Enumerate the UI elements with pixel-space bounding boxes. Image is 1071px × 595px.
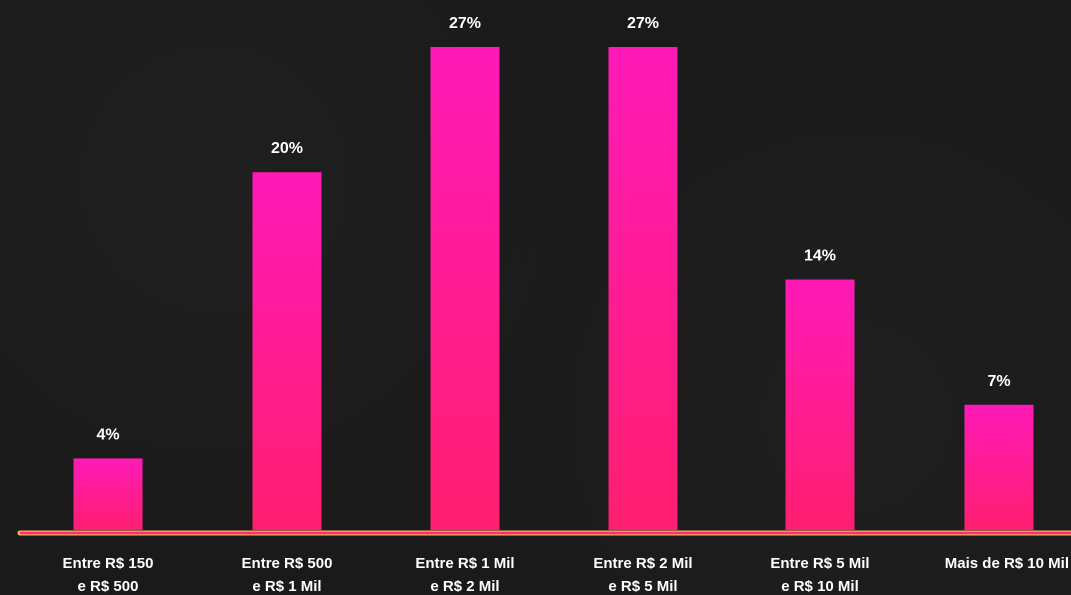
data-label-1: 20% xyxy=(271,140,303,157)
bar-4 xyxy=(785,279,855,530)
bar-1 xyxy=(252,172,322,530)
bars-layer xyxy=(73,47,1034,530)
data-label-4: 14% xyxy=(804,248,836,265)
labels-layer: 4% Entre R$ 150 e R$ 500 20% Entre R$ 500 e R… xyxy=(63,15,1069,595)
tick-label-4-0: Entre R$ 5 Mil xyxy=(770,555,869,572)
tick-label-3-0: Entre R$ 2 Mil xyxy=(593,555,692,572)
tick-label-1-0: Entre R$ 500 xyxy=(242,555,333,572)
data-label-0: 4% xyxy=(96,426,119,443)
data-label-5: 7% xyxy=(987,373,1010,390)
tick-label-2-0: Entre R$ 1 Mil xyxy=(415,555,514,572)
tick-label-0-1: e R$ 500 xyxy=(78,578,139,595)
bar-3 xyxy=(608,47,678,530)
tick-label-1-1: e R$ 1 Mil xyxy=(252,578,321,595)
data-label-2: 27% xyxy=(449,15,481,32)
tick-label-0-0: Entre R$ 150 xyxy=(63,555,154,572)
bar-2 xyxy=(430,47,500,530)
bar-0 xyxy=(73,458,143,530)
tick-label-5-0: Mais de R$ 10 Mil xyxy=(945,555,1069,572)
tick-label-3-1: e R$ 5 Mil xyxy=(608,578,677,595)
bar-5 xyxy=(964,404,1034,530)
tick-label-2-1: e R$ 2 Mil xyxy=(430,578,499,595)
tick-label-4-1: e R$ 10 Mil xyxy=(781,578,859,595)
data-label-3: 27% xyxy=(627,15,659,32)
